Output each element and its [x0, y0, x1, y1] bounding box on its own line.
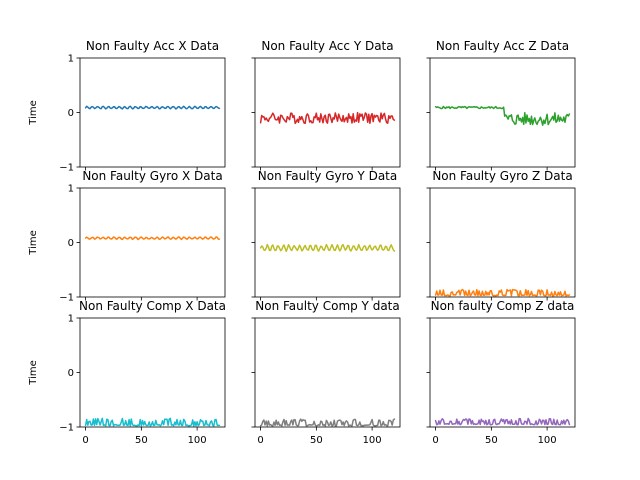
- axes-frame: [79, 187, 226, 298]
- series-line: [434, 105, 571, 126]
- subplot-7: 1 0 −1 0 50 100 Time Non Faulty Comp X Data: [28, 299, 226, 446]
- subplot-3: Non Faulty Acc Z Data: [426, 39, 576, 171]
- y-tick-label: 0: [68, 108, 74, 119]
- subplot-8: 0 50 100 Non Faulty Comp Y data: [251, 299, 401, 446]
- subplot-1: 1 0 −1 Time Non Faulty Acc X Data: [28, 39, 226, 174]
- y-tick-label: 1: [68, 314, 74, 325]
- x-tick-label: 0: [82, 435, 88, 446]
- subplot-2: Non Faulty Acc Y Data: [251, 39, 401, 171]
- x-tick-label: 100: [363, 435, 382, 446]
- subplot-title: Non faulty Comp Z data: [431, 299, 575, 313]
- x-tick-label: 50: [485, 435, 498, 446]
- series-line: [84, 417, 221, 427]
- axes-frame: [254, 57, 401, 168]
- subplot-5: Non Faulty Gyro Y Data: [251, 169, 401, 301]
- subplot-title: Non Faulty Gyro X Data: [82, 169, 222, 183]
- subplot-title: Non Faulty Gyro Z Data: [432, 169, 572, 183]
- subplot-4: 1 0 −1 Time Non Faulty Gyro X Data: [28, 169, 226, 304]
- axes-frame: [254, 317, 401, 428]
- subplot-title: Non Faulty Gyro Y Data: [258, 169, 397, 183]
- series-line: [84, 105, 221, 110]
- subplot-title: Non Faulty Acc Z Data: [436, 39, 569, 53]
- axes-frame: [429, 317, 576, 428]
- series-line: [434, 417, 571, 426]
- subplot-title: Non Faulty Comp X Data: [79, 299, 226, 313]
- subplot-title: Non Faulty Acc X Data: [86, 39, 219, 53]
- x-tick-label: 0: [432, 435, 438, 446]
- axes-frame: [429, 187, 576, 298]
- series-line: [434, 288, 571, 297]
- series-line: [84, 236, 221, 241]
- y-tick-label: 0: [68, 238, 74, 249]
- x-tick-label: 50: [310, 435, 323, 446]
- x-tick-label: 50: [135, 435, 148, 446]
- subplot-title: Non Faulty Acc Y Data: [261, 39, 393, 53]
- y-axis-label: Time: [28, 360, 39, 385]
- series-line: [259, 418, 396, 427]
- y-tick-label: −1: [59, 163, 74, 174]
- subplot-title: Non Faulty Comp Y data: [255, 299, 399, 313]
- x-tick-label: 0: [257, 435, 263, 446]
- axes-frame: [79, 317, 226, 428]
- y-tick-label: −1: [59, 293, 74, 304]
- x-tick-label: 100: [188, 435, 207, 446]
- axes-frame: [429, 57, 576, 168]
- y-tick-label: 0: [68, 368, 74, 379]
- y-axis-label: Time: [28, 230, 39, 255]
- x-tick-label: 100: [538, 435, 557, 446]
- axes-frame: [254, 187, 401, 298]
- series-line: [259, 111, 396, 125]
- axes-frame: [79, 57, 226, 168]
- series-line: [259, 243, 396, 253]
- y-tick-label: −1: [59, 423, 74, 434]
- subplot-6: Non Faulty Gyro Z Data: [426, 169, 576, 301]
- y-tick-label: 1: [68, 54, 74, 65]
- subplot-9: 0 50 100 Non faulty Comp Z data: [426, 299, 576, 446]
- y-axis-label: Time: [28, 100, 39, 125]
- y-tick-label: 1: [68, 184, 74, 195]
